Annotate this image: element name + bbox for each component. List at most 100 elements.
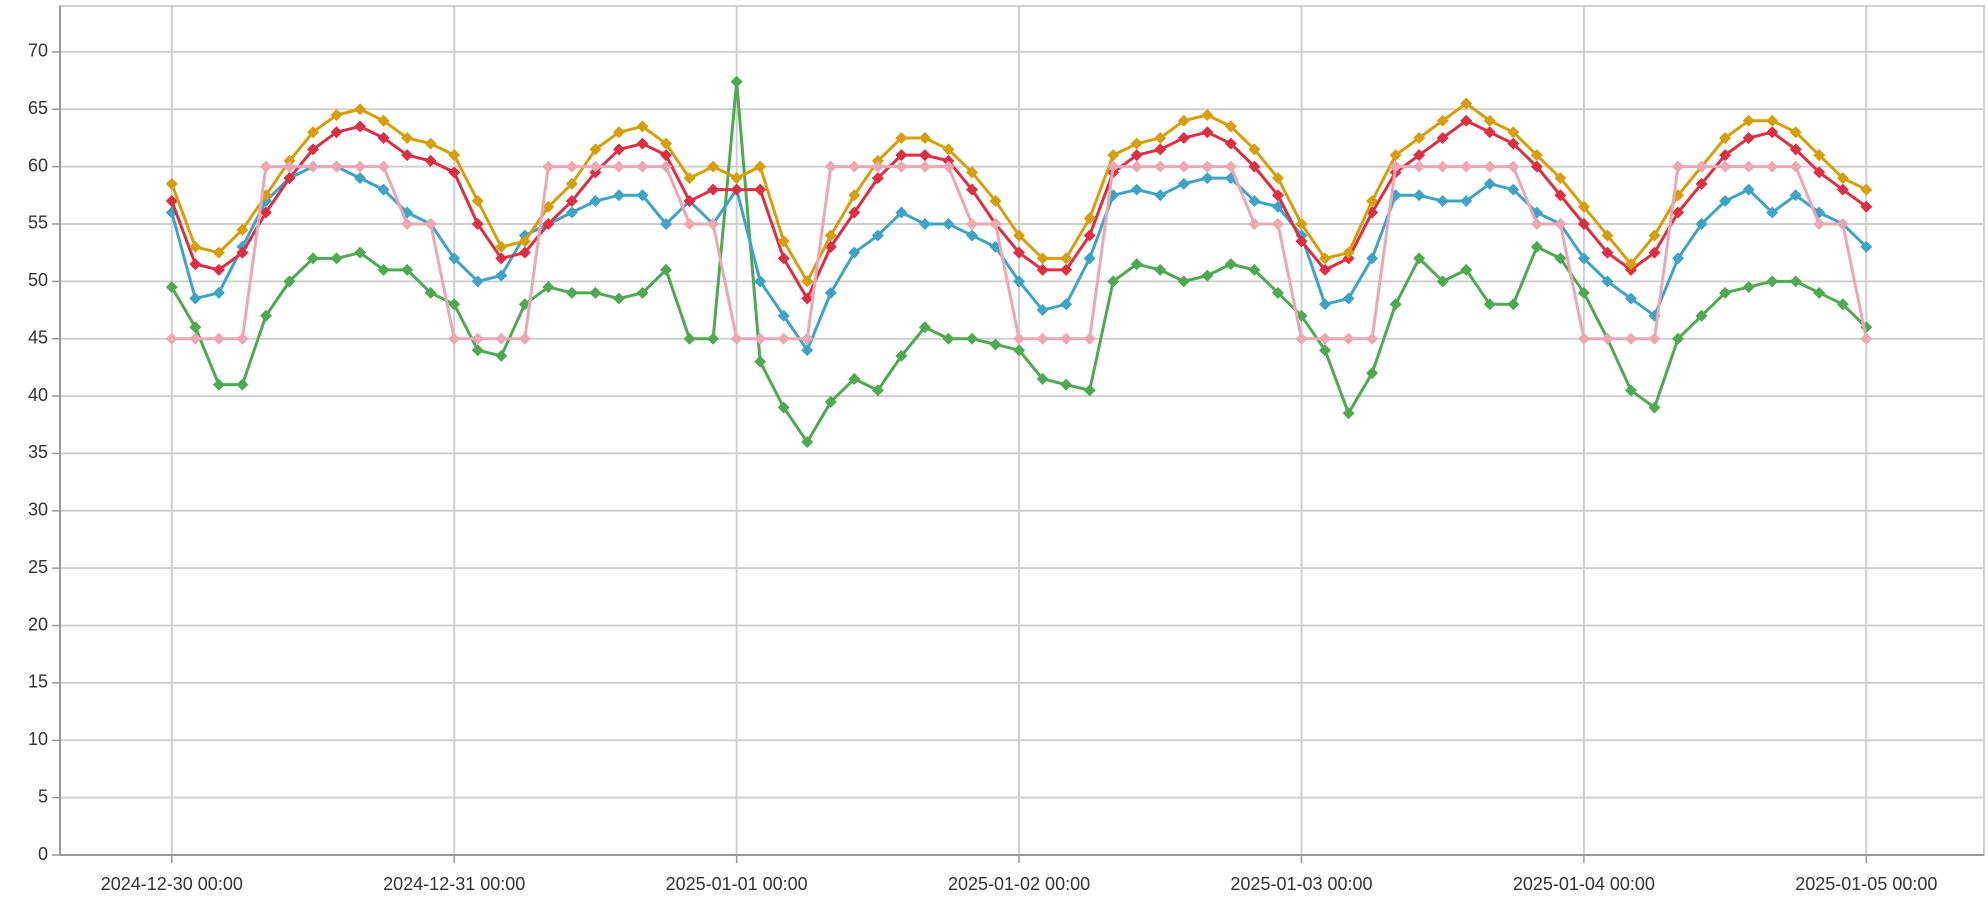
marker (1483, 160, 1496, 173)
marker (377, 114, 390, 127)
marker (1177, 177, 1190, 190)
marker (1248, 263, 1261, 276)
marker (1601, 246, 1614, 259)
marker (189, 240, 202, 253)
marker (895, 349, 908, 362)
marker (1224, 160, 1237, 173)
marker (448, 252, 461, 265)
marker (1813, 149, 1826, 162)
marker (848, 372, 861, 385)
marker (1789, 126, 1802, 139)
marker (1342, 332, 1355, 345)
marker (1107, 149, 1120, 162)
marker (636, 189, 649, 202)
marker (636, 160, 649, 173)
marker (1483, 177, 1496, 190)
marker (612, 126, 625, 139)
marker (1530, 149, 1543, 162)
marker (1413, 252, 1426, 265)
marker (542, 160, 555, 173)
marker (1013, 275, 1026, 288)
marker (1436, 160, 1449, 173)
y-tick-label: 35 (28, 442, 48, 462)
marker (1624, 292, 1637, 305)
marker (1436, 114, 1449, 127)
marker (1577, 286, 1590, 299)
marker (918, 217, 931, 230)
marker (307, 126, 320, 139)
marker (1036, 372, 1049, 385)
marker (1624, 384, 1637, 397)
marker (1719, 149, 1732, 162)
marker (989, 338, 1002, 351)
marker (612, 292, 625, 305)
marker (1248, 217, 1261, 230)
marker (1836, 217, 1849, 230)
marker (518, 332, 531, 345)
x-tick-label: 2024-12-31 00:00 (383, 874, 525, 894)
marker (1695, 217, 1708, 230)
marker (307, 252, 320, 265)
marker (212, 246, 225, 259)
marker (1060, 252, 1073, 265)
marker (1413, 149, 1426, 162)
marker (965, 183, 978, 196)
marker (1389, 298, 1402, 311)
marker (424, 137, 437, 150)
marker (1672, 206, 1685, 219)
marker (1319, 298, 1332, 311)
marker (965, 217, 978, 230)
marker (307, 160, 320, 173)
x-tick-label: 2025-01-02 00:00 (948, 874, 1090, 894)
marker (1507, 183, 1520, 196)
marker (495, 332, 508, 345)
marker (1060, 298, 1073, 311)
marker (1672, 160, 1685, 173)
marker (1860, 240, 1873, 253)
y-tick-label: 10 (28, 729, 48, 749)
marker (895, 160, 908, 173)
marker (212, 378, 225, 391)
marker (1130, 160, 1143, 173)
marker (1813, 217, 1826, 230)
marker (683, 332, 696, 345)
marker (1107, 275, 1120, 288)
marker (1601, 332, 1614, 345)
marker (189, 321, 202, 334)
marker (895, 149, 908, 162)
marker (1483, 298, 1496, 311)
marker (801, 435, 814, 448)
x-tick-label: 2024-12-30 00:00 (101, 874, 243, 894)
marker (1719, 131, 1732, 144)
marker (1342, 246, 1355, 259)
marker (1436, 195, 1449, 208)
marker (754, 355, 767, 368)
y-tick-label: 70 (28, 41, 48, 61)
marker (1177, 275, 1190, 288)
marker (1083, 252, 1096, 265)
marker (542, 281, 555, 294)
marker (1389, 149, 1402, 162)
marker (1695, 160, 1708, 173)
marker (1013, 229, 1026, 242)
y-tick-label: 30 (28, 500, 48, 520)
marker (1036, 332, 1049, 345)
marker (1460, 160, 1473, 173)
marker (1319, 344, 1332, 357)
marker (212, 263, 225, 276)
marker (1083, 332, 1096, 345)
marker (918, 131, 931, 144)
marker (448, 298, 461, 311)
marker (448, 166, 461, 179)
marker (777, 332, 790, 345)
marker (1083, 229, 1096, 242)
marker (1389, 160, 1402, 173)
marker (1766, 160, 1779, 173)
marker (448, 149, 461, 162)
marker (495, 252, 508, 265)
marker (824, 160, 837, 173)
marker (1295, 235, 1308, 248)
marker (377, 263, 390, 276)
marker (707, 160, 720, 173)
marker (895, 206, 908, 219)
